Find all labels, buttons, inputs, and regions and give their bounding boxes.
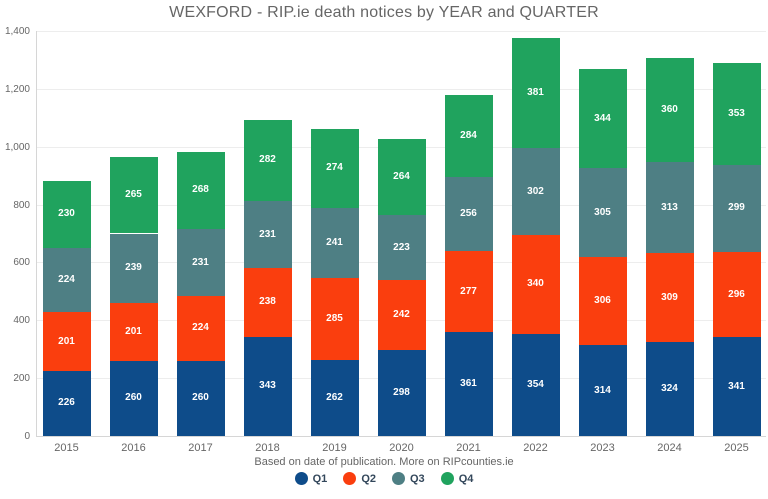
bar-2017-q2[interactable] [176,295,225,361]
bar-2022-q1[interactable] [511,333,560,436]
bar-2025-q1[interactable] [712,337,761,436]
bar-2018-q1[interactable] [243,336,292,436]
y-axis-tick-label: 1,400 [4,26,30,37]
bar-2021-q3[interactable] [444,177,493,252]
y-axis-tick-label: 0 [24,431,30,442]
bar-2025-q3[interactable] [712,165,761,252]
bar-2025-q2[interactable] [712,251,761,338]
legend-item-q3[interactable]: Q3 [392,472,425,485]
bar-2025-q4[interactable] [712,63,761,166]
bar-2018-q4[interactable] [243,119,292,202]
x-axis-label: 2017 [188,442,213,454]
legend-marker-icon [294,472,308,485]
bar-2017-q1[interactable] [176,360,225,436]
y-axis-tick-label: 600 [13,257,30,269]
legend: Q1 Q2 Q3 Q4 [0,472,768,485]
x-axis-label: 2016 [121,442,146,454]
bar-2024-q1[interactable] [645,342,694,436]
x-axis-label: 2025 [724,442,749,454]
bar-2020-q2[interactable] [377,279,426,350]
x-axis-label: 2024 [657,442,682,454]
bar-2021-q2[interactable] [444,251,493,332]
bar-2020-q4[interactable] [377,138,426,216]
legend-item-label: Q3 [410,472,425,485]
legend-marker-icon [392,472,405,485]
bar-2022-q4[interactable] [511,37,560,148]
legend-marker-icon [343,472,357,485]
bar-2019-q3[interactable] [310,208,359,278]
y-axis-line [36,31,37,436]
bar-2022-q3[interactable] [511,147,560,236]
bar-2023-q2[interactable] [578,256,627,346]
bar-2015-q1[interactable] [42,370,91,436]
bar-2019-q1[interactable] [310,360,359,436]
bar-2019-q4[interactable] [310,128,359,209]
bar-2015-q2[interactable] [42,312,91,371]
x-axis-label: 2020 [389,442,414,454]
y-axis-tick-label: 1,200 [4,83,30,95]
bar-2018-q3[interactable] [243,201,292,268]
x-axis-label: 2021 [456,442,481,454]
bar-2018-q2[interactable] [243,267,292,337]
bar-2016-q2[interactable] [109,302,158,361]
bar-2024-q2[interactable] [645,252,694,343]
bar-2021-q1[interactable] [444,331,493,436]
gridline [36,88,766,90]
legend-item-q1[interactable]: Q1 [294,472,328,485]
x-axis-label: 2022 [523,442,548,454]
y-axis-tick-label: 400 [13,315,30,327]
y-axis-tick-label: 200 [13,373,30,385]
bar-2022-q2[interactable] [511,235,560,334]
bar-2015-q3[interactable] [42,247,91,313]
bar-2017-q3[interactable] [176,229,225,296]
legend-item-label: Q1 [312,472,328,485]
legend-item-label: Q2 [361,472,376,485]
bar-2015-q4[interactable] [42,181,91,248]
y-axis-tick-label: 1,000 [4,141,30,153]
y-axis-tick-label: 800 [13,199,30,211]
gridline [36,31,766,32]
chart-caption: Based on date of publication. More on RI… [254,456,514,468]
bar-2017-q4[interactable] [176,151,225,230]
bar-2016-q3[interactable] [109,233,158,303]
x-axis-label: 2015 [54,442,79,454]
bar-2023-q1[interactable] [578,345,627,436]
bar-2023-q4[interactable] [578,68,627,169]
bar-2024-q3[interactable] [645,162,694,253]
bar-2019-q2[interactable] [310,277,359,361]
legend-marker-icon [440,472,454,485]
bar-2023-q3[interactable] [578,168,627,257]
bar-2020-q3[interactable] [377,215,426,280]
legend-item-q2[interactable]: Q2 [343,472,376,485]
bar-2021-q4[interactable] [444,95,493,178]
x-axis-label: 2019 [322,442,347,454]
bar-2016-q4[interactable] [109,156,158,234]
bar-2016-q1[interactable] [109,360,158,436]
legend-item-label: Q4 [458,472,474,485]
x-axis-line [36,436,766,437]
x-axis-label: 2018 [255,442,280,454]
legend-item-q4[interactable]: Q4 [440,472,474,485]
x-axis-label: 2023 [590,442,615,454]
bar-2024-q4[interactable] [645,58,694,163]
bar-2020-q1[interactable] [377,349,426,436]
chart-title: WEXFORD - RIP.ie death notices by YEAR a… [169,4,599,21]
